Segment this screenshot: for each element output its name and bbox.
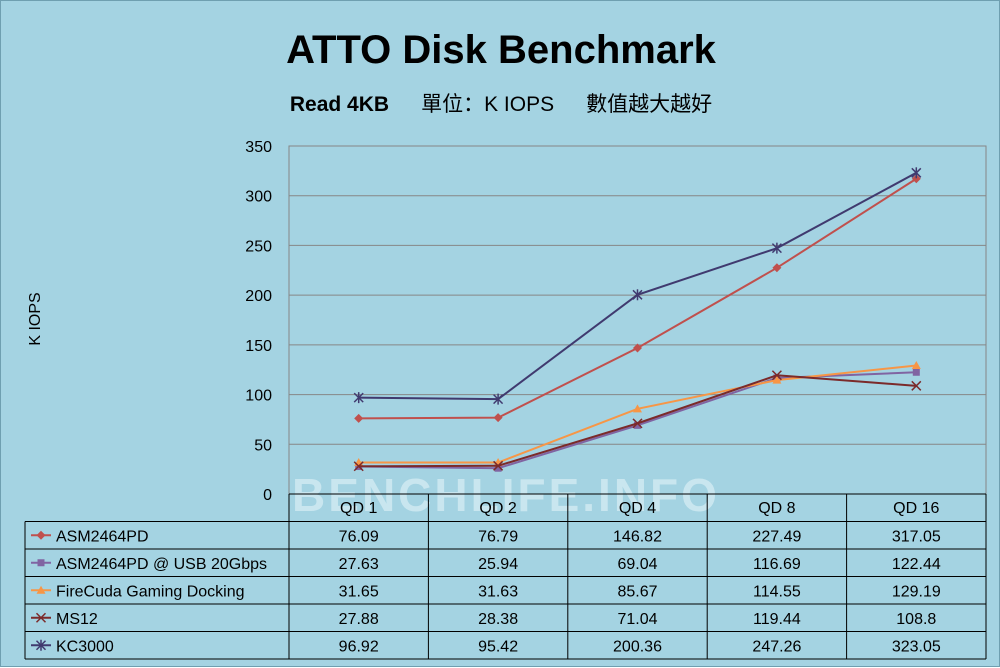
data-point-s0-1	[493, 413, 503, 423]
data-label-s1-2: 69.04	[617, 556, 657, 573]
data-label-s1-3: 116.69	[753, 556, 801, 573]
data-label-s4-1: 95.42	[478, 638, 518, 655]
category-label-1: QD 2	[479, 500, 516, 517]
legend-label-1: ASM2464PD @ USB 20Gbps	[56, 556, 267, 573]
y-tick-label-350: 350	[245, 139, 272, 156]
y-tick-label-300: 300	[245, 189, 272, 206]
category-label-3: QD 8	[758, 500, 795, 517]
data-point-s1-4	[912, 368, 920, 376]
data-point-s4-0	[353, 392, 364, 404]
data-point-s2-3	[772, 375, 782, 384]
data-label-s3-4: 108.8	[896, 611, 936, 628]
data-point-s4-3	[771, 242, 782, 254]
plot-area-border	[288, 145, 987, 495]
legend-key-marker-0	[36, 530, 46, 540]
data-point-s3-3-stroke-b	[771, 370, 782, 381]
data-point-s3-2-stroke-b	[632, 418, 643, 429]
data-point-s1-2	[634, 421, 641, 429]
category-label-2: QD 4	[619, 500, 656, 517]
data-point-s3-0	[353, 461, 364, 472]
data-table: QD 1 QD 2 QD 4 QD 8 QD 16 ASM2464PD 76.09 76.79…	[24, 493, 987, 660]
data-point-s1-1	[494, 464, 502, 472]
data-label-s2-2: 85.67	[617, 583, 657, 600]
data-label-s2-4: 129.19	[892, 583, 941, 600]
data-label-s1-0: 27.63	[339, 556, 379, 573]
gridlines	[288, 145, 987, 495]
data-label-s0-3: 227.49	[752, 528, 801, 545]
legend-key-marker-3	[35, 612, 47, 623]
data-point-s4-2	[632, 289, 643, 301]
chart-title: ATTO Disk Benchmark	[286, 28, 717, 72]
legend-key-marker-4	[35, 639, 47, 651]
data-label-s4-4: 323.05	[892, 638, 941, 655]
data-label-s0-0: 76.09	[339, 528, 379, 545]
y-tick-label-100: 100	[245, 388, 272, 405]
data-label-s4-3: 247.26	[752, 638, 801, 655]
y-tick-label-200: 200	[245, 288, 272, 305]
legend-label-0: ASM2464PD	[56, 528, 149, 545]
data-point-s3-0-stroke-b	[353, 461, 364, 472]
data-point-s3-1	[493, 460, 504, 471]
data-label-s4-0: 96.92	[339, 638, 379, 655]
subtitle-unit: 單位：K IOPS	[421, 93, 554, 116]
data-label-s3-0: 27.88	[339, 611, 379, 628]
data-point-s4-1	[493, 393, 504, 405]
subtitle-read-size: Read 4KB	[290, 93, 389, 116]
data-point-s4-4	[911, 167, 922, 179]
data-point-s2-2	[633, 404, 642, 413]
series-line-3	[358, 374, 917, 468]
series-lines	[353, 167, 922, 472]
legend-label-4: KC3000	[56, 638, 114, 655]
y-tick-label-50: 50	[254, 437, 272, 454]
data-point-s0-0	[354, 413, 364, 423]
legend-key-marker-3-stroke-b	[35, 612, 47, 623]
watermark-text: BENCHLIFE.INFO	[292, 469, 720, 521]
series-line-4	[358, 171, 917, 401]
data-point-s3-1-stroke-b	[493, 460, 504, 471]
data-point-s2-4	[911, 361, 921, 370]
chart-subtitle: Read 4KB 單位：K IOPS 數值越大越好	[290, 93, 712, 116]
category-label-4: QD 16	[893, 500, 939, 517]
data-label-s0-4: 317.05	[892, 528, 941, 545]
y-tick-label-250: 250	[245, 238, 272, 255]
data-point-s3-4-stroke-b	[911, 380, 922, 391]
legend-label-3: MS12	[56, 611, 98, 628]
y-tick-label-150: 150	[245, 338, 272, 355]
data-point-s3-4	[911, 380, 922, 391]
data-label-s3-2: 71.04	[617, 611, 657, 628]
data-label-s0-1: 76.79	[478, 528, 518, 545]
subtitle-note: 數值越大越好	[586, 93, 712, 116]
data-label-s1-4: 122.44	[892, 556, 941, 573]
data-point-s3-3	[771, 370, 782, 381]
y-axis-label: K IOPS	[27, 292, 44, 345]
legend-label-2: FireCuda Gaming Docking	[56, 583, 245, 600]
data-point-s0-3	[772, 263, 782, 273]
data-label-s2-3: 114.55	[753, 583, 801, 600]
y-tick-label-0: 0	[263, 487, 272, 504]
data-label-s0-2: 146.82	[613, 528, 662, 545]
data-point-s0-4	[911, 174, 921, 184]
data-point-s3-2	[632, 418, 643, 429]
data-label-s4-2: 200.36	[613, 638, 662, 655]
data-label-s3-1: 28.38	[478, 611, 518, 628]
data-label-s3-3: 119.44	[753, 611, 801, 628]
y-axis-ticks: 0 50 100 150 200 250 300 350	[245, 139, 272, 504]
category-label-0: QD 1	[340, 500, 377, 517]
legend-key-marker-1	[37, 559, 45, 567]
data-point-s0-2	[633, 343, 642, 353]
series-line-1	[358, 371, 917, 470]
data-label-s1-1: 25.94	[478, 556, 518, 573]
data-label-s2-1: 31.63	[478, 583, 518, 600]
legend-key-marker-2	[36, 585, 46, 594]
data-label-s2-0: 31.65	[339, 583, 379, 600]
